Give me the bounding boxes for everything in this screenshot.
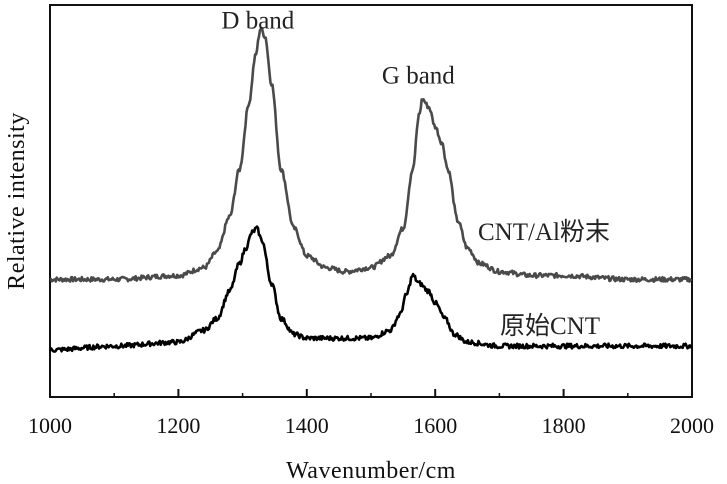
series-line-2 xyxy=(48,225,693,353)
x-axis: 1000 1200 1400 1600 1800 2000 xyxy=(28,389,714,438)
x-tick-label: 1000 xyxy=(28,413,72,438)
annotations: D band G band xyxy=(221,7,455,89)
annotation-1: D band xyxy=(221,7,294,34)
x-tick-label: 2000 xyxy=(670,413,714,438)
series-line-1 xyxy=(49,26,693,283)
x-tick-label: 1800 xyxy=(542,413,586,438)
series-label-1: CNT/Al粉末 xyxy=(478,218,610,246)
x-tick-label: 1600 xyxy=(413,413,457,438)
series-label-2: 原始CNT xyxy=(500,312,600,340)
x-tick-label: 1200 xyxy=(156,413,200,438)
x-axis-title: Wavenumber/cm xyxy=(286,458,456,484)
annotation-2: G band xyxy=(382,62,455,89)
y-axis-title: Relative intensity xyxy=(4,112,30,290)
x-tick-label: 1400 xyxy=(285,413,329,438)
